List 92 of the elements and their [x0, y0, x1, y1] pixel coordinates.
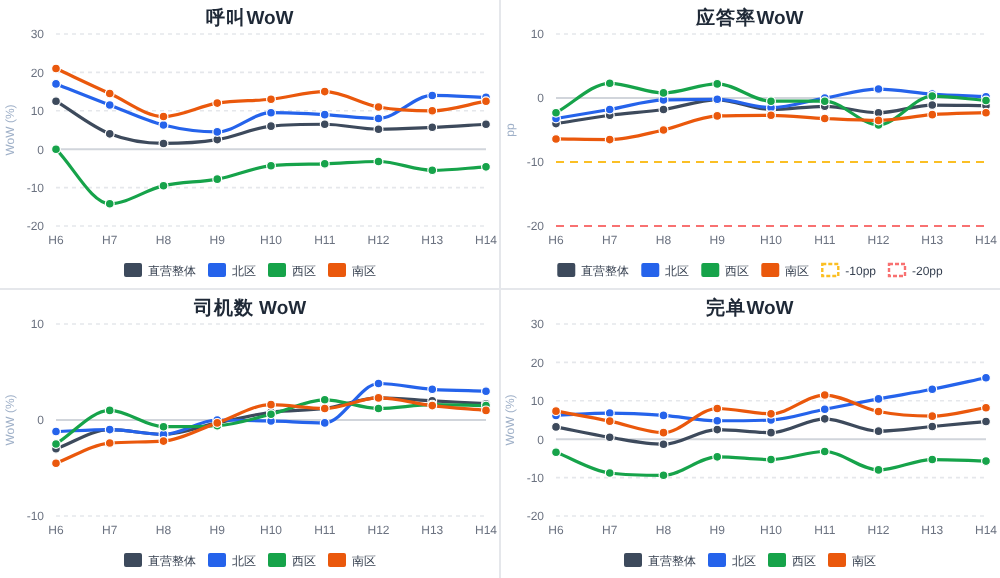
- point: [551, 447, 561, 458]
- point: [427, 122, 438, 133]
- point: [373, 101, 384, 112]
- point: [873, 426, 884, 437]
- point: [927, 421, 938, 432]
- point: [266, 160, 276, 171]
- point: [712, 424, 723, 435]
- point: [373, 113, 384, 124]
- point: [319, 119, 330, 130]
- point: [212, 174, 223, 185]
- point: [873, 406, 884, 417]
- point: [158, 111, 169, 122]
- point: [158, 138, 169, 149]
- point: [712, 403, 723, 414]
- point: [604, 78, 615, 89]
- point: [658, 410, 669, 421]
- point: [158, 180, 169, 191]
- point: [212, 126, 223, 137]
- point: [266, 94, 276, 105]
- point: [766, 110, 776, 121]
- point: [819, 404, 830, 415]
- point: [712, 110, 723, 121]
- point: [104, 438, 115, 449]
- point: [104, 100, 115, 111]
- point: [604, 432, 615, 443]
- point: [212, 98, 223, 109]
- point: [427, 384, 438, 395]
- point: [481, 119, 491, 130]
- point: [712, 415, 723, 426]
- point: [158, 421, 169, 432]
- point: [658, 439, 669, 450]
- point: [927, 411, 938, 422]
- chart-title: 呼叫WoW: [206, 6, 294, 30]
- point: [766, 427, 776, 438]
- point: [551, 421, 561, 432]
- point: [373, 156, 384, 167]
- point: [51, 96, 61, 107]
- point: [551, 133, 561, 144]
- point: [481, 405, 491, 416]
- point: [766, 454, 776, 465]
- point: [981, 416, 991, 427]
- point: [427, 90, 438, 101]
- point: [981, 107, 991, 118]
- point: [981, 402, 991, 413]
- point: [819, 113, 830, 124]
- point: [373, 378, 384, 389]
- chart-title: 应答率WoW: [694, 6, 804, 30]
- chart-title: 司机数 WoW: [191, 296, 307, 320]
- point: [51, 78, 61, 89]
- point: [819, 446, 830, 457]
- point: [104, 198, 115, 209]
- point: [766, 96, 776, 107]
- point: [819, 390, 830, 401]
- point: [873, 464, 884, 475]
- point: [266, 121, 276, 132]
- point: [373, 124, 384, 135]
- point: [712, 78, 723, 89]
- point: [373, 403, 384, 414]
- point: [658, 87, 669, 98]
- chart-title: 完单WoW: [706, 296, 794, 320]
- point: [319, 86, 330, 97]
- point: [658, 470, 669, 481]
- point: [158, 436, 169, 447]
- point: [427, 165, 438, 176]
- point: [51, 63, 61, 74]
- point: [927, 454, 938, 465]
- point: [658, 125, 669, 135]
- point: [604, 134, 615, 145]
- point: [873, 84, 884, 95]
- point: [104, 88, 115, 99]
- point: [51, 439, 61, 449]
- point: [51, 426, 61, 437]
- point: [604, 104, 615, 115]
- point: [981, 456, 991, 467]
- point: [104, 405, 115, 416]
- point: [604, 416, 615, 427]
- point: [658, 104, 669, 115]
- point: [481, 386, 491, 397]
- point: [927, 384, 938, 395]
- point: [319, 109, 330, 120]
- point: [266, 399, 276, 410]
- point: [927, 100, 938, 111]
- point: [873, 393, 884, 404]
- point: [319, 417, 330, 428]
- point: [266, 107, 276, 118]
- point: [51, 458, 61, 469]
- point: [658, 427, 669, 438]
- point: [604, 467, 615, 478]
- point: [927, 109, 938, 120]
- point: [158, 120, 169, 131]
- point: [551, 107, 561, 118]
- point: [51, 144, 61, 155]
